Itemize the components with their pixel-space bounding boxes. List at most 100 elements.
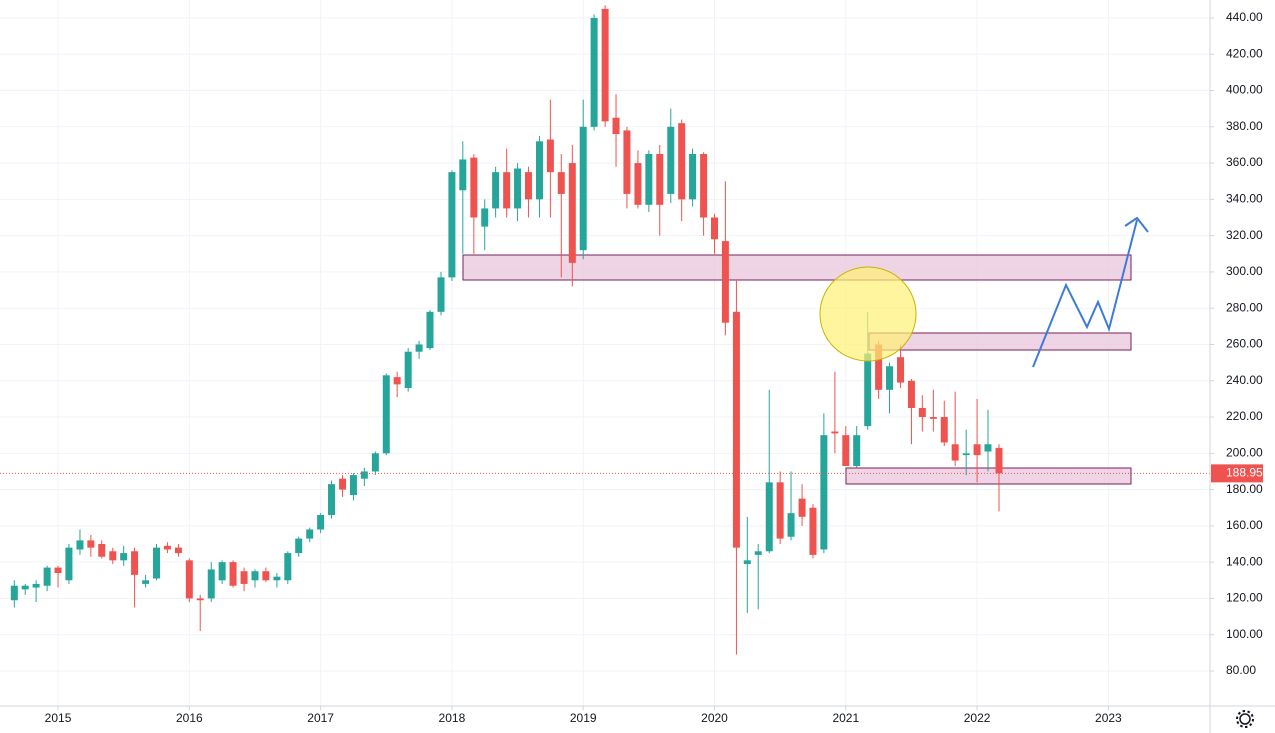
arrow-head <box>1124 216 1149 233</box>
zone <box>462 254 1132 281</box>
y-tick-label: 280.00 <box>1226 300 1263 314</box>
y-tick-label: 220.00 <box>1226 409 1263 423</box>
candle-body <box>295 538 303 554</box>
y-tick-label: 420.00 <box>1226 46 1263 60</box>
projection-path <box>1032 219 1138 368</box>
y-tick-label: 260.00 <box>1226 337 1263 351</box>
candle-body <box>306 529 314 539</box>
candle-body <box>459 159 467 191</box>
candle-body <box>601 8 609 122</box>
candle-body <box>87 540 95 548</box>
x-tick-label: 2019 <box>570 711 597 725</box>
candles <box>0 5 1210 655</box>
highlight-circle <box>819 266 917 362</box>
x-tick-label: 2021 <box>832 711 859 725</box>
candle-body <box>54 567 62 574</box>
y-tick-label: 300.00 <box>1226 264 1263 278</box>
candle-body <box>886 366 894 390</box>
candle-body <box>951 444 959 461</box>
candle-body <box>929 417 937 419</box>
y-tick-label: 400.00 <box>1226 83 1263 97</box>
candle-body <box>568 163 576 263</box>
candle-body <box>656 154 664 205</box>
candle-body <box>426 311 434 349</box>
candle-body <box>196 598 204 601</box>
candle-body <box>470 157 478 218</box>
candle-body <box>754 551 762 555</box>
candle-body <box>339 478 347 490</box>
candle-body <box>940 417 948 443</box>
candle-body <box>262 571 270 581</box>
y-tick-label: 80.00 <box>1226 663 1256 677</box>
zone <box>845 467 1132 485</box>
axes: 80.00 100.00 120.00 140.00 160.00 180.00 200.0… <box>45 10 1263 725</box>
candle-body <box>995 447 1003 474</box>
candle-body <box>546 139 554 173</box>
x-tick-label: 2020 <box>701 711 728 725</box>
x-tick-label: 2022 <box>964 711 991 725</box>
candle-body <box>273 576 281 581</box>
candle-body <box>579 126 587 251</box>
y-tick-label: 440.00 <box>1226 10 1263 24</box>
candle-body <box>43 567 51 586</box>
candle-body <box>492 172 500 209</box>
candle-body <box>163 545 171 550</box>
candle-body <box>732 311 740 548</box>
candle-body <box>612 117 620 135</box>
gear-icon[interactable] <box>1239 713 1251 725</box>
candle-body <box>524 172 532 200</box>
last-price-tag <box>1211 464 1263 483</box>
candle-body <box>634 163 642 205</box>
candle-body <box>743 560 751 564</box>
candle-body <box>207 569 215 599</box>
drawings <box>819 216 1149 368</box>
x-tick-label: 2015 <box>45 711 72 725</box>
candle-body <box>820 435 828 550</box>
candle-body <box>907 380 915 408</box>
candle-body <box>32 583 40 588</box>
candle-body <box>481 208 489 227</box>
x-tick-label: 2023 <box>1095 711 1122 725</box>
candle-body <box>360 471 368 479</box>
candle-body <box>776 482 784 539</box>
y-tick-label: 320.00 <box>1226 228 1263 242</box>
y-tick-label: 180.00 <box>1226 482 1263 496</box>
candle-body <box>382 375 390 454</box>
candle-body <box>240 571 248 584</box>
y-tick-label: 380.00 <box>1226 119 1263 133</box>
candle-body <box>842 435 850 467</box>
candle-body <box>393 377 401 385</box>
candle-body <box>153 547 161 579</box>
last-price-label: 188.95 <box>1226 466 1263 480</box>
y-tick-label: 100.00 <box>1226 627 1263 641</box>
gear-teeth[interactable] <box>1236 710 1254 728</box>
candle-body <box>349 475 357 496</box>
candle-body <box>623 130 631 194</box>
y-tick-label: 360.00 <box>1226 155 1263 169</box>
candle-body <box>645 154 653 205</box>
candle-body <box>787 513 795 537</box>
candle-body <box>721 241 729 323</box>
y-tick-label: 240.00 <box>1226 373 1263 387</box>
candle-body <box>973 444 981 456</box>
settings-button[interactable] <box>1236 710 1254 728</box>
candle-body <box>557 172 565 194</box>
candle-body <box>284 553 292 581</box>
candle-body <box>700 154 708 218</box>
candle-body <box>109 551 117 561</box>
candle-body <box>229 562 237 586</box>
candle-body <box>120 553 128 561</box>
candle-body <box>962 453 970 456</box>
candle-body <box>535 141 543 200</box>
candle-body <box>590 17 598 127</box>
candle-body <box>678 123 686 200</box>
x-tick-label: 2017 <box>307 711 334 725</box>
candle-body <box>514 168 522 209</box>
candle-body <box>448 172 456 278</box>
candle-body <box>131 551 139 575</box>
candle-body <box>798 498 806 517</box>
candle-body <box>371 453 379 472</box>
y-tick-label: 120.00 <box>1226 591 1263 605</box>
candle-body <box>185 560 193 599</box>
